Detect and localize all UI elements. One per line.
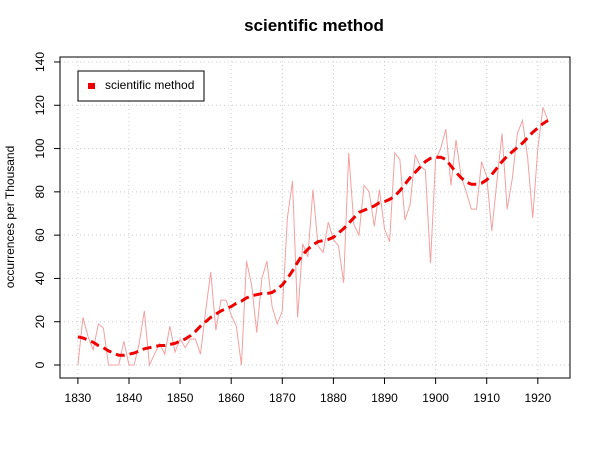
y-tick-label: 80: [33, 185, 47, 199]
x-tick-label: 1860: [218, 391, 245, 405]
y-tick-label: 0: [33, 361, 47, 368]
x-tick-label: 1880: [320, 391, 347, 405]
legend-swatch: [88, 83, 95, 89]
x-tick-label: 1900: [422, 391, 449, 405]
x-tick-label: 1830: [65, 391, 92, 405]
series-line: [77, 107, 549, 367]
series-line: [77, 119, 549, 357]
y-tick-label: 60: [33, 228, 47, 242]
legend-box: [77, 70, 205, 102]
y-tick-label: 100: [33, 138, 47, 158]
y-tick-label: 120: [33, 95, 47, 115]
legend-label: scientific method: [105, 78, 194, 92]
x-tick-label: 1870: [269, 391, 296, 405]
x-tick-label: 1890: [371, 391, 398, 405]
x-tick-label: 1850: [167, 391, 194, 405]
x-tick-label: 1920: [524, 391, 551, 405]
plot-frame: [59, 56, 571, 379]
y-tick-label: 20: [33, 315, 47, 329]
y-axis-label: occurrences per Thousand: [3, 146, 17, 289]
y-tick-label: 140: [33, 52, 47, 72]
y-tick-label: 40: [33, 271, 47, 285]
x-tick-label: 1910: [473, 391, 500, 405]
x-tick-label: 1840: [116, 391, 143, 405]
chart-title: scientific method: [244, 16, 384, 35]
